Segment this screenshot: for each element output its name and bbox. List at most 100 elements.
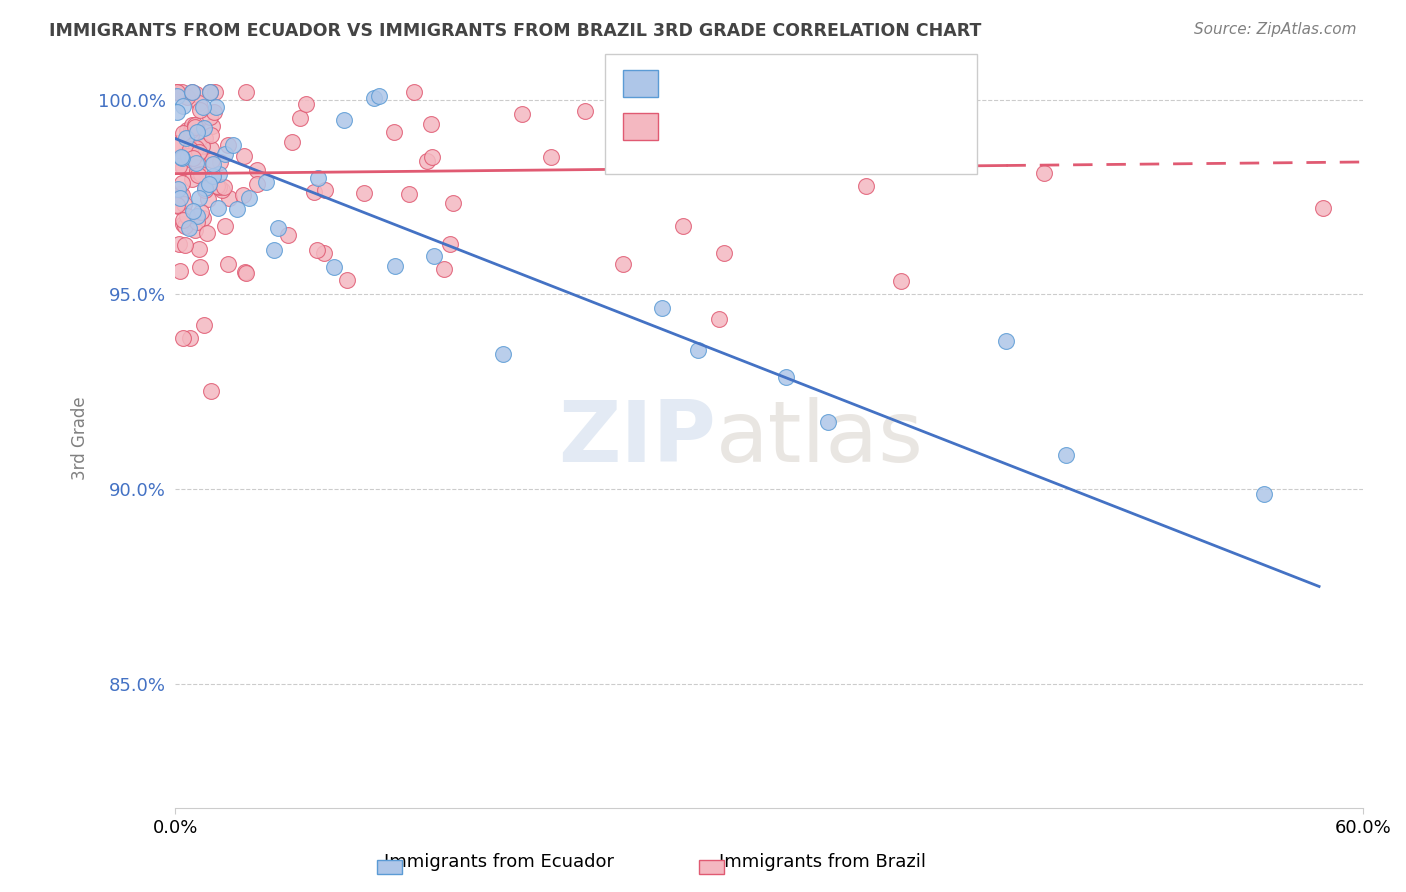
Point (180, 122, 202, 136)
Point (855, 179, 877, 194)
Point (817, 415, 839, 429)
Text: atlas: atlas (716, 397, 924, 480)
Point (1253, 486, 1275, 500)
Text: R =  0.031   N = 120: R = 0.031 N = 120 (668, 117, 889, 136)
Point (200, 128, 222, 142)
Point (174, 131, 197, 145)
Point (169, 237, 191, 252)
Point (190, 205, 212, 219)
Point (233, 265, 256, 279)
Point (290, 111, 312, 125)
Point (246, 163, 269, 178)
Point (423, 248, 446, 262)
Point (302, 185, 325, 199)
Point (169, 263, 191, 277)
Point (200, 119, 222, 133)
Point (186, 163, 208, 178)
Point (193, 120, 215, 135)
Point (180, 85, 202, 99)
Point (174, 238, 197, 252)
Point (211, 183, 233, 197)
Point (682, 145, 704, 159)
Point (166, 85, 188, 99)
Point (166, 155, 188, 169)
Point (208, 167, 231, 181)
Point (187, 157, 209, 171)
Point (166, 136, 188, 151)
Point (169, 159, 191, 173)
Point (193, 183, 215, 197)
Point (209, 154, 232, 169)
Point (246, 177, 269, 191)
Point (186, 209, 208, 223)
Point (193, 211, 215, 225)
Point (170, 188, 193, 202)
Point (167, 182, 190, 196)
Point (202, 169, 225, 184)
Point (238, 191, 260, 205)
Point (332, 112, 354, 127)
Point (191, 138, 214, 153)
Point (179, 142, 201, 156)
Point (186, 87, 208, 101)
Point (683, 158, 706, 172)
Point (181, 118, 204, 132)
Text: R = -0.628   N =  47: R = -0.628 N = 47 (668, 74, 883, 94)
Point (439, 237, 461, 252)
Point (166, 137, 188, 152)
Point (281, 135, 304, 149)
Point (172, 217, 194, 231)
Point (194, 131, 217, 145)
Point (176, 90, 198, 104)
Point (190, 145, 212, 160)
Text: IMMIGRANTS FROM ECUADOR VS IMMIGRANTS FROM BRAZIL 3RD GRADE CORRELATION CHART: IMMIGRANTS FROM ECUADOR VS IMMIGRANTS FR… (49, 22, 981, 40)
Point (181, 125, 204, 139)
Point (188, 242, 211, 256)
Point (775, 370, 797, 384)
Point (367, 88, 389, 103)
Point (222, 137, 245, 152)
Point (713, 246, 735, 260)
Point (173, 197, 195, 211)
Point (176, 123, 198, 137)
Point (179, 221, 201, 235)
Point (173, 148, 195, 162)
Point (707, 312, 730, 326)
Y-axis label: 3rd Grade: 3rd Grade (72, 397, 89, 480)
Point (200, 142, 222, 156)
Point (214, 219, 236, 234)
Point (166, 198, 188, 212)
Point (172, 331, 194, 345)
Point (441, 196, 464, 211)
Point (184, 141, 207, 155)
Point (382, 125, 405, 139)
Point (188, 260, 211, 275)
Point (672, 219, 695, 233)
Point (177, 151, 200, 165)
Point (890, 274, 912, 288)
Point (167, 199, 190, 213)
Point (186, 168, 208, 182)
Point (198, 85, 221, 99)
Point (204, 85, 226, 99)
Point (574, 104, 596, 119)
Point (226, 202, 249, 217)
Point (200, 384, 222, 399)
Point (166, 88, 188, 103)
Point (420, 150, 443, 164)
Point (402, 85, 425, 99)
Point (433, 262, 456, 277)
Point (181, 85, 204, 99)
Point (419, 117, 441, 131)
Text: ZIP: ZIP (558, 397, 716, 480)
Point (169, 191, 191, 205)
Point (686, 343, 709, 357)
Point (186, 215, 208, 229)
Point (217, 137, 239, 152)
Point (939, 145, 962, 159)
Point (170, 151, 193, 165)
Point (172, 85, 194, 99)
Point (183, 118, 205, 132)
Point (416, 154, 439, 169)
Point (177, 149, 200, 163)
